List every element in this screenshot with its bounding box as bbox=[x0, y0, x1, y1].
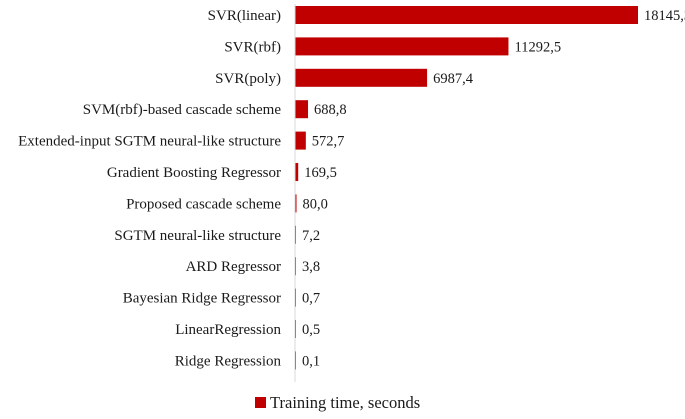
data-label: 6987,4 bbox=[433, 71, 474, 87]
bar bbox=[295, 194, 297, 213]
category-label: SVM(rbf)-based cascade scheme bbox=[83, 102, 282, 118]
data-label: 18145,3 bbox=[644, 8, 685, 24]
legend: Training time, seconds bbox=[255, 393, 420, 412]
legend-label: Training time, seconds bbox=[270, 393, 420, 412]
data-label: 0,5 bbox=[302, 322, 320, 338]
category-label: SVR(rbf) bbox=[224, 39, 281, 55]
data-label: 0,1 bbox=[302, 353, 320, 369]
category-label: LinearRegression bbox=[175, 322, 281, 338]
category-label: Gradient Boosting Regressor bbox=[107, 165, 281, 181]
category-label: Bayesian Ridge Regressor bbox=[123, 291, 281, 307]
bar bbox=[295, 131, 306, 150]
data-label: 11292,5 bbox=[515, 39, 562, 55]
bar bbox=[295, 100, 309, 119]
data-label: 169,5 bbox=[304, 165, 337, 181]
category-label: Ridge Regression bbox=[175, 353, 282, 369]
data-label: 0,7 bbox=[302, 291, 320, 307]
data-label: 688,8 bbox=[314, 102, 347, 118]
bar bbox=[295, 37, 509, 56]
data-label: 80,0 bbox=[303, 196, 328, 212]
category-label: Proposed cascade scheme bbox=[126, 196, 281, 212]
bar bbox=[295, 163, 299, 181]
category-label: ARD Regressor bbox=[186, 259, 281, 275]
category-label: SVR(linear) bbox=[208, 8, 281, 24]
data-label: 7,2 bbox=[302, 228, 320, 244]
bar bbox=[295, 68, 428, 87]
legend-swatch bbox=[255, 397, 266, 408]
data-label: 572,7 bbox=[312, 134, 345, 150]
category-label: SVR(poly) bbox=[215, 71, 281, 87]
bars-layer: SVR(linear) 18145,3 SVR(rbf) 11292,5 SVR(pol… bbox=[18, 6, 685, 370]
bar bbox=[295, 6, 638, 24]
data-label: 3,8 bbox=[302, 259, 320, 275]
category-label: SGTM neural-like structure bbox=[114, 228, 281, 244]
category-label: Extended-input SGTM neural-like structur… bbox=[18, 134, 281, 150]
